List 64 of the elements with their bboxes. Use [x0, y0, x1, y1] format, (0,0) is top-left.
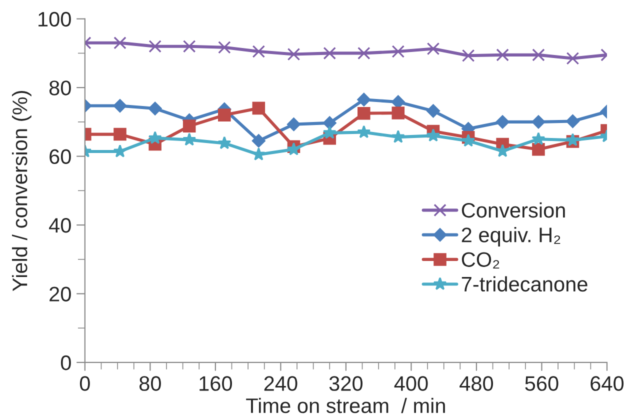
point	[113, 144, 127, 158]
x-tick-label: 80	[139, 376, 161, 391]
point	[114, 36, 126, 50]
x-tick-label: 400	[394, 376, 428, 391]
point	[287, 118, 300, 132]
point	[496, 115, 510, 129]
point	[287, 48, 300, 61]
point	[252, 102, 266, 115]
x-tick-label: 480	[460, 376, 494, 391]
x-tick-label: 160	[200, 376, 232, 391]
point	[357, 125, 371, 138]
y-tick-label: 0	[60, 355, 71, 370]
point	[218, 136, 232, 150]
point	[392, 45, 405, 58]
point	[532, 115, 546, 129]
x-axis-title: Time on stream / min	[246, 398, 445, 414]
legend-label: Conversion	[462, 202, 565, 218]
point	[566, 52, 580, 65]
point	[532, 143, 545, 156]
point	[496, 144, 510, 158]
point	[148, 40, 162, 53]
y-tick-label: 100	[38, 12, 71, 27]
point	[322, 126, 336, 139]
point	[113, 99, 127, 113]
point	[182, 120, 196, 132]
x-tick-label: 320	[329, 376, 363, 391]
point	[391, 95, 405, 109]
point	[148, 130, 162, 144]
point	[391, 130, 405, 143]
point	[392, 106, 405, 120]
point	[357, 92, 371, 106]
point	[426, 128, 440, 142]
y-tick-label: 60	[50, 149, 71, 164]
point	[182, 132, 196, 146]
x-tick-label: 0	[80, 376, 90, 391]
point	[426, 42, 440, 56]
point	[532, 48, 545, 62]
legend-label: 2 equiv. H₂	[462, 227, 560, 246]
point	[182, 40, 196, 53]
y-tick-label: 40	[49, 218, 71, 233]
point	[358, 46, 370, 60]
x-tick-label: 560	[525, 376, 558, 391]
y-tick-label: 80	[49, 80, 71, 96]
point	[252, 134, 266, 148]
point	[566, 114, 580, 128]
point	[218, 40, 231, 54]
point	[323, 46, 336, 60]
point	[322, 116, 336, 130]
y-axis-title: Yield / conversion (%)	[12, 91, 32, 292]
point	[218, 108, 231, 122]
point	[426, 104, 440, 118]
point	[114, 128, 126, 141]
x-tick-label: 240	[264, 376, 298, 391]
y-tick-label: 20	[50, 286, 71, 302]
point	[496, 48, 509, 62]
x-tick-label: 640	[590, 376, 624, 391]
point	[462, 134, 476, 147]
legend-label: CO₂	[462, 252, 500, 269]
point	[462, 49, 475, 62]
point	[148, 102, 162, 116]
point	[532, 132, 546, 145]
point	[358, 106, 370, 120]
legend-label: 7-tridecanone	[462, 276, 588, 292]
point	[252, 45, 266, 58]
